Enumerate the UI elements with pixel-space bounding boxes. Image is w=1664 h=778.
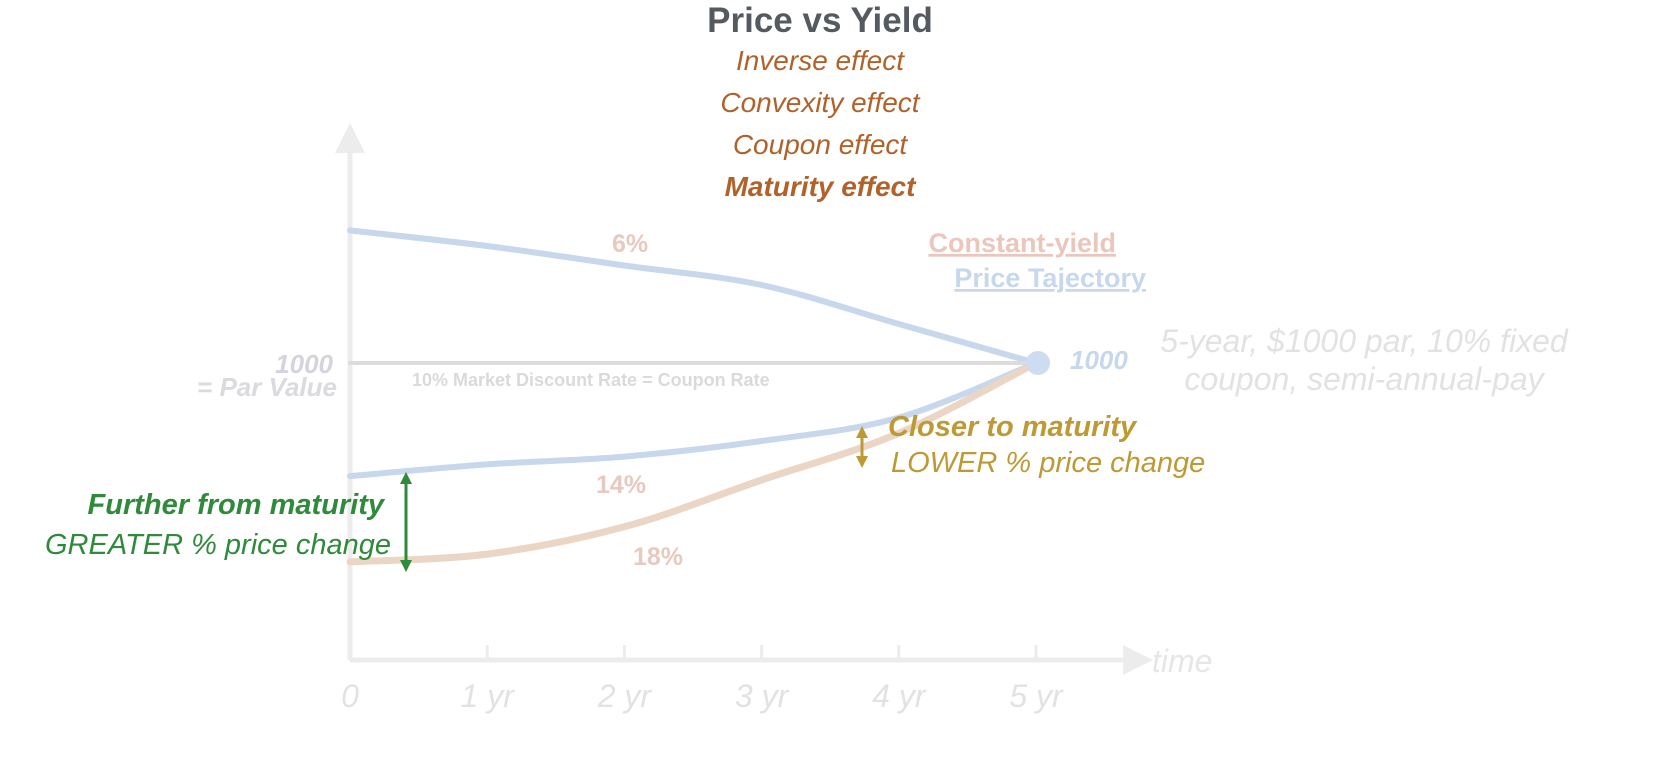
effect-convexity: Convexity effect: [720, 87, 920, 118]
x-tick-label: 5 yr: [1009, 678, 1064, 714]
x-tick-label: 0: [341, 678, 359, 714]
par-line-label: 10% Market Discount Rate = Coupon Rate: [412, 370, 770, 390]
x-tick-label: 1 yr: [461, 678, 516, 714]
x-axis-label: time: [1152, 643, 1212, 679]
series-group: [346, 227, 1040, 566]
closer-text: LOWER % price change: [891, 447, 1205, 479]
label-14pct: 14%: [596, 471, 646, 499]
par-value-label: = Par Value: [197, 372, 337, 402]
chart-title: Price vs Yield: [707, 1, 933, 40]
bond-description-line2: coupon, semi-annual-pay: [1184, 361, 1545, 397]
x-tick-label: 3 yr: [735, 678, 790, 714]
series-line-14pct: [347, 360, 1039, 480]
effect-maturity: Maturity effect: [725, 171, 918, 202]
x-tick-label: 2 yr: [597, 678, 653, 714]
maturity-point: [1026, 351, 1050, 375]
label-18pct: 18%: [633, 543, 683, 571]
bond-description-line1: 5-year, $1000 par, 10% fixed: [1160, 323, 1569, 359]
maturity-value: 1000: [1070, 345, 1128, 375]
further-title: Further from maturity: [88, 489, 386, 521]
effect-inverse: Inverse effect: [736, 45, 905, 76]
x-ticks: 0 1 yr 2 yr 3 yr 4 yr 5 yr: [341, 645, 1064, 714]
label-6pct: 6%: [612, 230, 648, 258]
closer-title: Closer to maturity: [888, 411, 1138, 443]
par-value-number: 1000: [275, 349, 333, 379]
x-tick-label: 4 yr: [872, 678, 927, 714]
further-text: GREATER % price change: [45, 529, 391, 561]
legend-constant-yield: Constant-yield: [928, 228, 1116, 258]
effect-coupon: Coupon effect: [733, 129, 909, 160]
series-line-6pct: [347, 227, 1039, 366]
legend-price-trajectory: Price Tajectory: [954, 263, 1146, 293]
series-line-18pct: [346, 359, 1040, 566]
